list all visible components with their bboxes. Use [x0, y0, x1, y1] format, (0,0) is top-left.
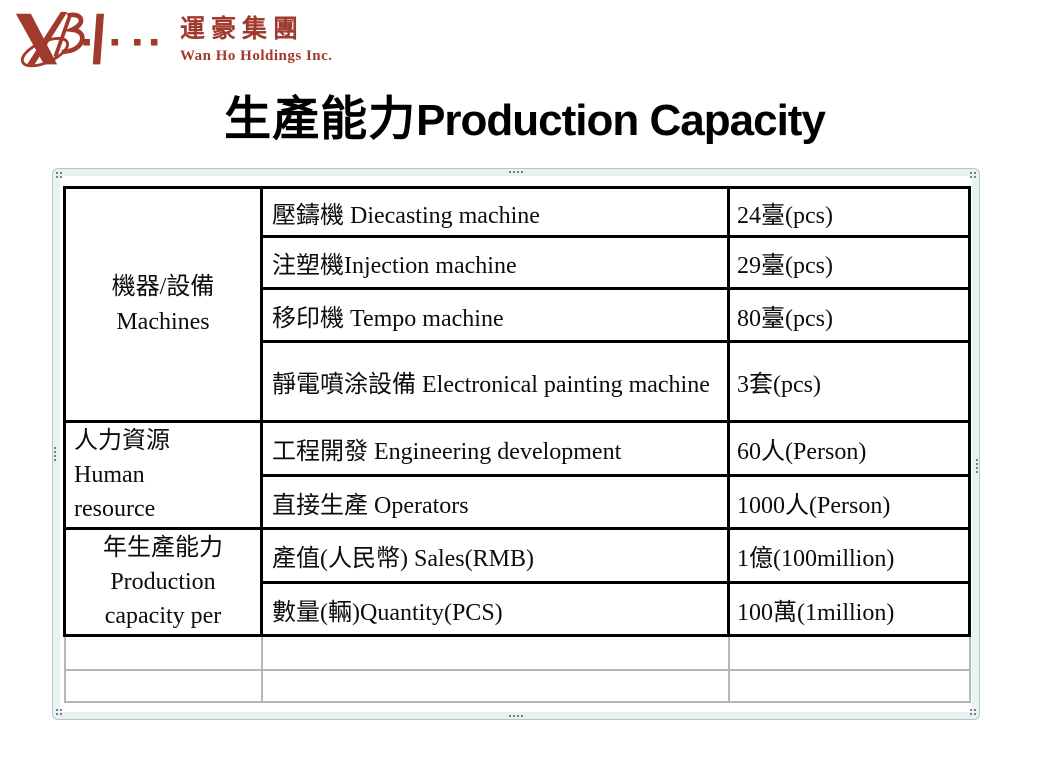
- value-cell[interactable]: 24臺(pcs): [727, 186, 971, 238]
- resize-handle-bottom-right-icon[interactable]: [970, 709, 976, 715]
- table-selection-frame[interactable]: 機器/設備 Machines 壓鑄機 Diecasting machine 24…: [52, 168, 980, 720]
- empty-cell[interactable]: [260, 669, 730, 704]
- category-line: Machines: [116, 308, 210, 335]
- category-line: Human: [74, 462, 145, 489]
- wanho-logo-icon: [15, 11, 158, 68]
- table-row: 移印機 Tempo machine 80臺(pcs): [65, 287, 971, 343]
- company-logo: 運豪集團 Wan Ho Holdings Inc.: [14, 8, 333, 70]
- value-cell[interactable]: 1億(100million): [727, 527, 971, 584]
- table-row: 數量(輛)Quantity(PCS) 100萬(1million): [65, 580, 971, 638]
- table-row: 機器/設備 Machines 壓鑄機 Diecasting machine 24…: [63, 186, 971, 423]
- item-cell[interactable]: 靜電噴涂設備 Electronical painting machine: [260, 340, 730, 423]
- logo-text: 運豪集團 Wan Ho Holdings Inc.: [180, 8, 333, 65]
- resize-handle-top-left-icon[interactable]: [56, 172, 62, 178]
- table-row-empty: [63, 669, 971, 704]
- value-cell[interactable]: 100萬(1million): [727, 580, 971, 638]
- item-cell[interactable]: 工程開發 Engineering development: [260, 419, 730, 478]
- drag-handle-left-icon[interactable]: [54, 447, 56, 461]
- company-name-cn: 運豪集團: [180, 16, 305, 43]
- empty-cell[interactable]: [63, 634, 263, 672]
- category-line: 機器/設備: [111, 274, 215, 301]
- category-cell-human-resource[interactable]: 人力資源 Human resource: [63, 419, 263, 531]
- value-cell[interactable]: 60人(Person): [727, 419, 971, 478]
- drag-handle-right-icon[interactable]: [976, 459, 978, 473]
- item-cell[interactable]: 移印機 Tempo machine: [260, 287, 730, 343]
- value-cell[interactable]: 1000人(Person): [727, 474, 971, 531]
- category-line: resource: [74, 496, 156, 523]
- table-row: 靜電噴涂設備 Electronical painting machine 3套(…: [65, 340, 971, 423]
- resize-handle-top-right-icon[interactable]: [970, 172, 976, 178]
- category-cell-annual-capacity[interactable]: 年生產能力 Production capacity per: [63, 527, 263, 638]
- empty-cell[interactable]: [260, 634, 730, 672]
- slide-title-en: Production Capacity: [416, 96, 826, 145]
- item-cell[interactable]: 直接生產 Operators: [260, 474, 730, 531]
- slide-title: 生產能力Production Capacity: [0, 80, 1049, 149]
- empty-cell[interactable]: [63, 669, 263, 704]
- category-line: capacity per: [104, 603, 222, 630]
- company-name-en: Wan Ho Holdings Inc.: [180, 47, 333, 64]
- category-line: 人力資源: [74, 428, 170, 454]
- table-row-empty: [63, 634, 971, 672]
- item-cell[interactable]: 壓鑄機 Diecasting machine: [260, 186, 730, 238]
- item-cell[interactable]: 產值(人民幣) Sales(RMB): [260, 527, 730, 584]
- value-cell[interactable]: 29臺(pcs): [727, 235, 971, 290]
- item-cell[interactable]: 數量(輛)Quantity(PCS): [260, 580, 730, 638]
- empty-cell[interactable]: [727, 669, 971, 704]
- table-row: 人力資源 Human resource 工程開發 Engineering dev…: [63, 419, 971, 531]
- value-cell[interactable]: 3套(pcs): [727, 340, 971, 423]
- table-row: 直接生產 Operators 1000人(Person): [65, 474, 971, 531]
- slide-title-cn: 生產能力: [224, 94, 417, 146]
- resize-handle-bottom-left-icon[interactable]: [56, 709, 62, 715]
- category-line: 年生產能力: [103, 535, 223, 562]
- category-cell-machines[interactable]: 機器/設備 Machines: [63, 186, 263, 423]
- item-cell[interactable]: 注塑機Injection machine: [260, 235, 730, 290]
- drag-handle-top-icon[interactable]: [509, 171, 523, 173]
- drag-handle-bottom-icon[interactable]: [509, 715, 523, 717]
- capacity-table[interactable]: 機器/設備 Machines 壓鑄機 Diecasting machine 24…: [63, 186, 971, 704]
- table-row: 注塑機Injection machine 29臺(pcs): [65, 235, 971, 290]
- empty-cell[interactable]: [727, 634, 971, 672]
- category-line: Production: [110, 569, 216, 596]
- table-row: 年生產能力 Production capacity per 產值(人民幣) Sa…: [63, 527, 971, 638]
- value-cell[interactable]: 80臺(pcs): [727, 287, 971, 343]
